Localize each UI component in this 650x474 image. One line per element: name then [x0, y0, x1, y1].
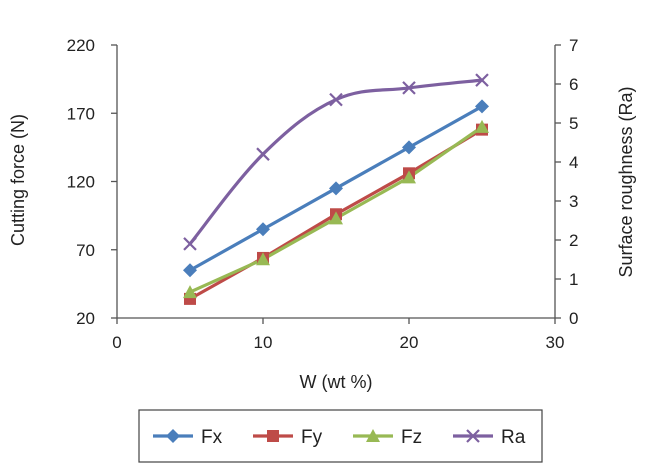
marker-ra [329, 92, 343, 107]
left-y-tick-label: 120 [67, 173, 95, 192]
marker-ra [256, 147, 270, 161]
marker-fx [402, 140, 416, 155]
legend-label-fx: Fx [201, 427, 223, 448]
right-y-tick-label: 6 [569, 75, 578, 94]
marker-fz [475, 119, 489, 133]
marker-fz [256, 252, 270, 266]
legend-item-fx: Fx [153, 427, 223, 448]
legend-item-ra: Ra [453, 427, 526, 448]
marker-fx [329, 181, 343, 196]
series-line-ra [188, 78, 484, 246]
marker-ra [183, 237, 197, 251]
marker-ra [402, 81, 416, 95]
right-y-tick-label: 4 [569, 153, 578, 172]
markers-layer [183, 73, 489, 305]
legend-marker-ra [466, 429, 480, 443]
x-tick-label: 30 [546, 333, 565, 352]
x-axis-title: W (wt %) [300, 372, 373, 392]
right-y-tick-label: 5 [569, 114, 578, 133]
marker-fz [402, 170, 416, 184]
left-y-tick-label: 70 [76, 241, 95, 260]
right-y-axis-title: Surface roughness (Ra) [616, 86, 636, 277]
legend-marker-fy [267, 430, 279, 442]
left-y-axis-title: Cutting force (N) [8, 114, 28, 246]
legend-item-fz: Fz [353, 427, 422, 448]
legend-label-fz: Fz [401, 427, 422, 448]
marker-ra [475, 73, 489, 87]
legend-label-ra: Ra [501, 427, 526, 448]
x-tick-label: 10 [254, 333, 273, 352]
legend-marker-fz [366, 429, 380, 442]
right-y-tick-label: 3 [569, 192, 578, 211]
marker-fz [183, 285, 197, 299]
legend-item-fy: Fy [253, 427, 323, 448]
x-tick-label: 0 [112, 333, 121, 352]
marker-fx [183, 263, 197, 278]
marker-fz [329, 211, 343, 225]
legend-marker-fx [166, 429, 180, 443]
right-y-tick-label: 7 [569, 36, 578, 55]
right-y-tick-label: 1 [569, 270, 578, 289]
marker-fx [475, 99, 489, 114]
legend-label-fy: Fy [301, 427, 323, 448]
left-y-tick-label: 20 [76, 309, 95, 328]
right-y-tick-label: 2 [569, 231, 578, 250]
left-y-tick-label: 220 [67, 36, 95, 55]
left-y-tick-label: 170 [67, 104, 95, 123]
marker-fx [256, 222, 270, 237]
x-tick-label: 20 [400, 333, 419, 352]
legend: Fx Fy Fz Ra [138, 409, 543, 463]
right-y-tick-label: 0 [569, 309, 578, 328]
